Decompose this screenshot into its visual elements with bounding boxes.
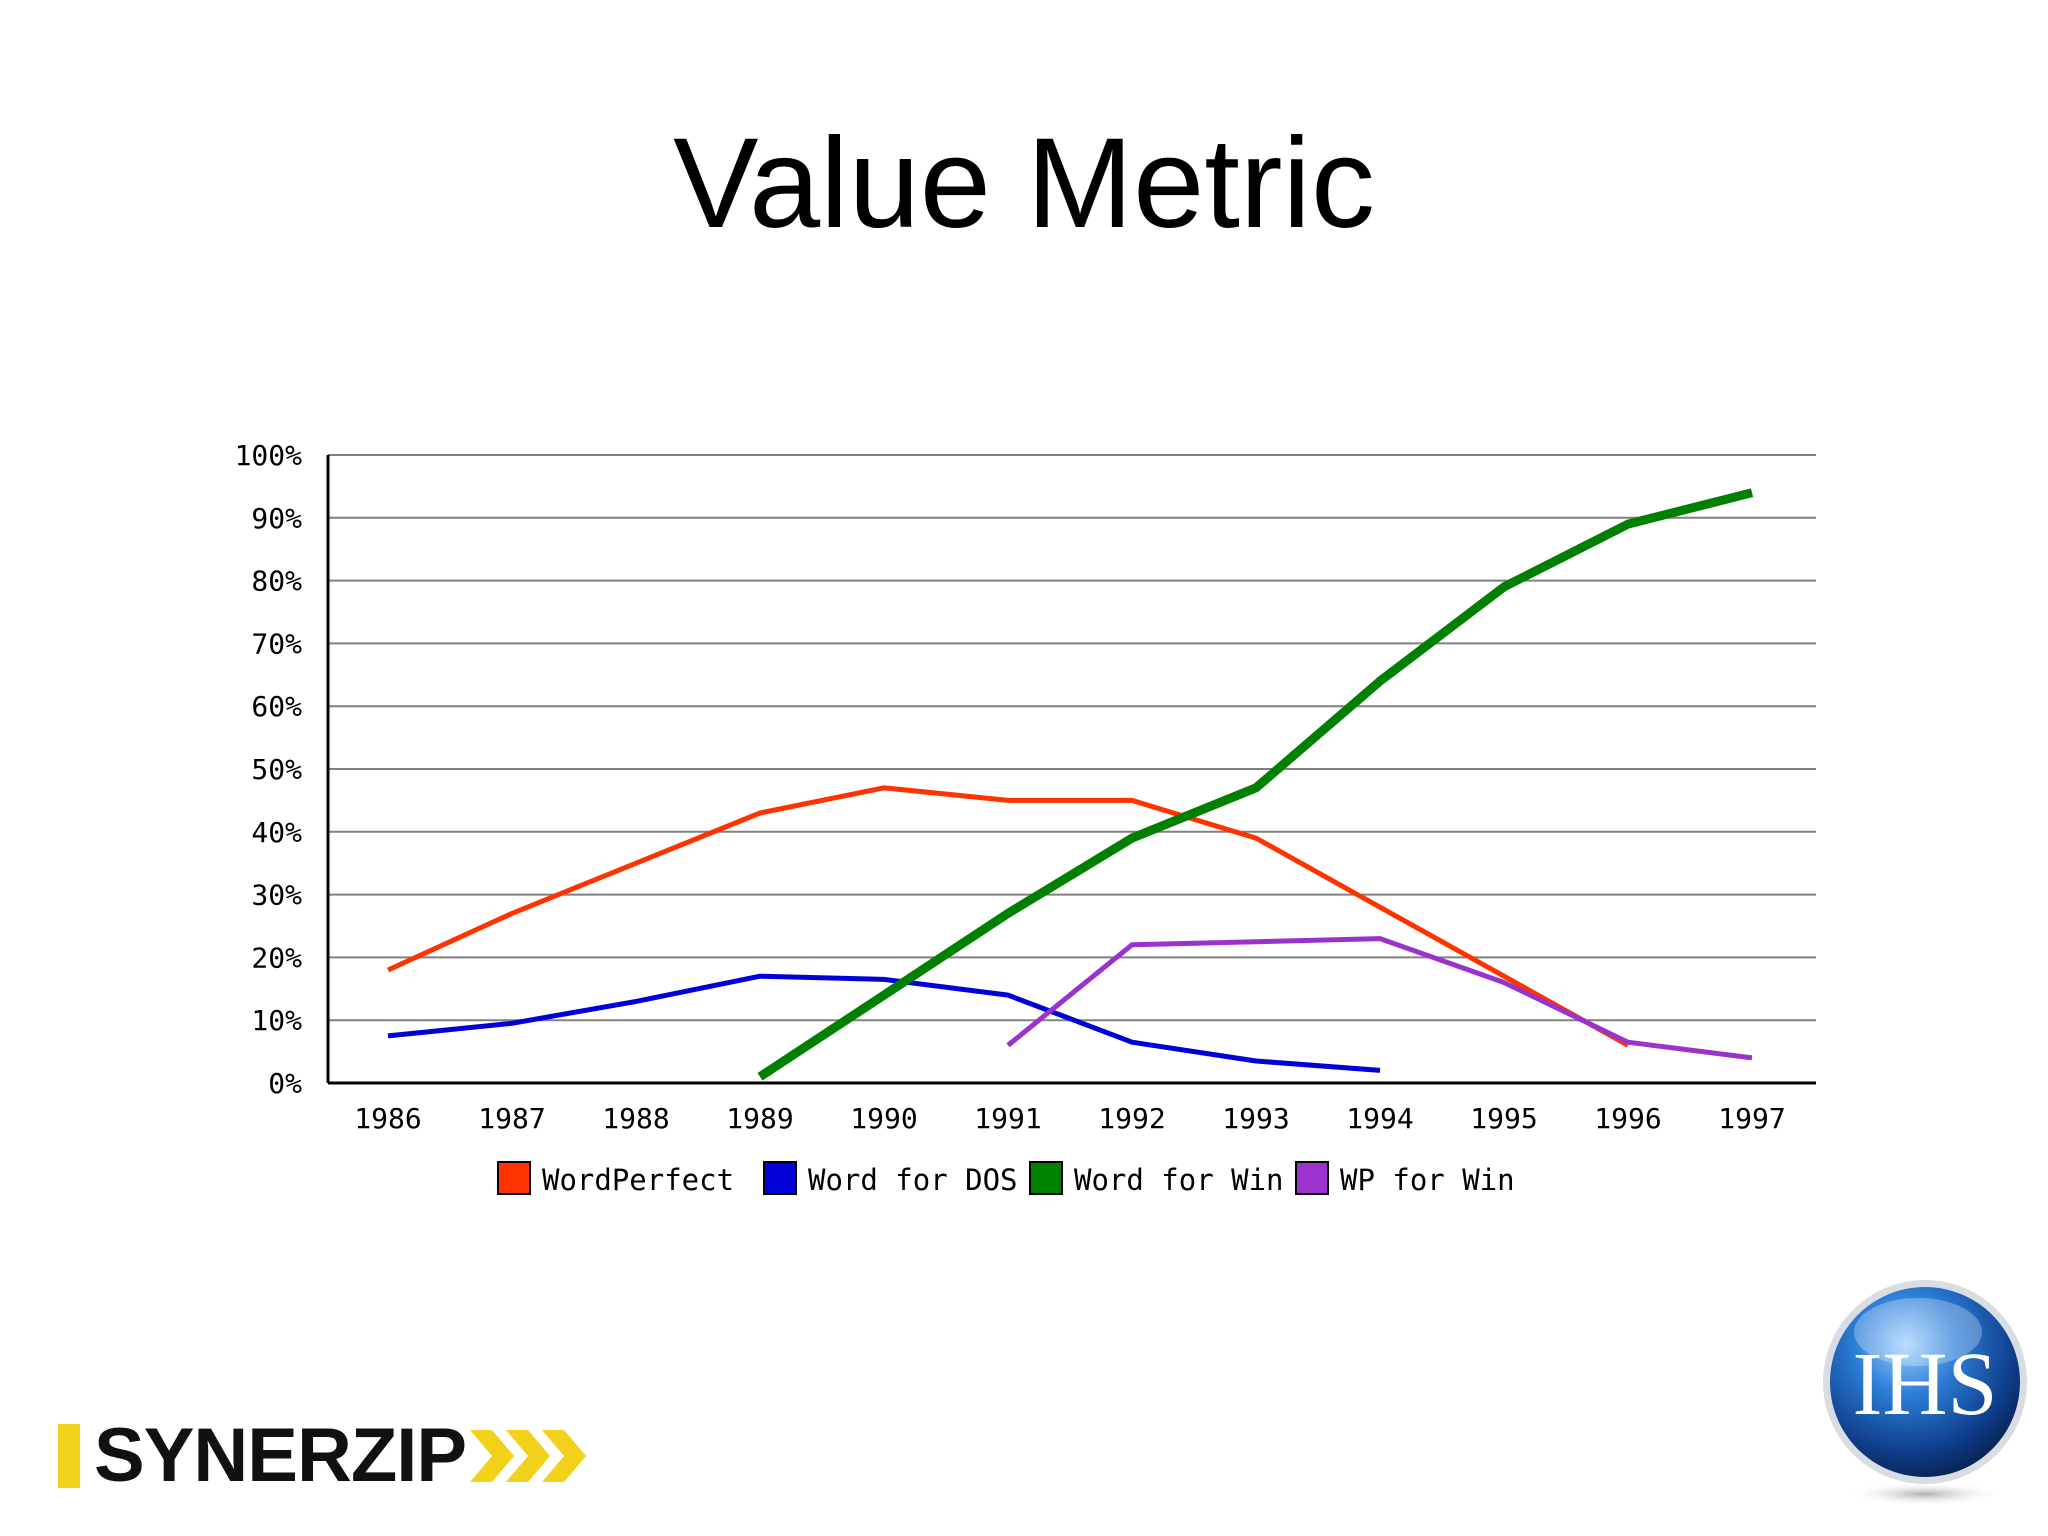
x-tick-label: 1995 bbox=[1470, 1102, 1537, 1135]
x-tick-label: 1988 bbox=[602, 1102, 669, 1135]
x-tick-label: 1996 bbox=[1594, 1102, 1661, 1135]
slide-title: Value Metric bbox=[673, 112, 1375, 255]
legend-label: Word for Win bbox=[1074, 1163, 1284, 1197]
ihs-logo-text: IHS bbox=[1852, 1335, 1997, 1434]
y-tick-label: 60% bbox=[251, 690, 302, 723]
legend-label: WP for Win bbox=[1340, 1163, 1515, 1197]
y-tick-label: 40% bbox=[251, 816, 302, 849]
chart-axes bbox=[326, 455, 1816, 1085]
y-tick-label: 80% bbox=[251, 565, 302, 598]
chart-legend: WordPerfect Word for DOS Word for Win WP fo… bbox=[497, 1161, 1515, 1197]
series-line-wordperfect bbox=[386, 785, 1630, 1048]
y-tick-label: 90% bbox=[251, 502, 302, 535]
x-tick-label: 1987 bbox=[478, 1102, 545, 1135]
y-tick-label: 20% bbox=[251, 941, 302, 974]
legend-swatch bbox=[1295, 1161, 1329, 1195]
x-tick-label: 1991 bbox=[974, 1102, 1041, 1135]
y-tick-label: 70% bbox=[251, 627, 302, 660]
y-axis-ticks: 0% 10% 20% 30% 40% 50% 60% 70% 80% 90% 100% bbox=[235, 439, 303, 1100]
legend-swatch bbox=[497, 1161, 531, 1195]
x-tick-label: 1990 bbox=[850, 1102, 917, 1135]
x-axis-ticks: 1986 1987 1988 1989 1990 1991 1992 1993 1994 1995… bbox=[354, 1102, 1785, 1135]
x-tick-label: 1992 bbox=[1098, 1102, 1165, 1135]
synerzip-bar-icon bbox=[58, 1424, 80, 1488]
legend-swatch bbox=[1029, 1161, 1063, 1195]
synerzip-logo: SYNERZIP bbox=[58, 1413, 590, 1498]
series-line-wp-for-win bbox=[1006, 936, 1753, 1061]
legend-label: Word for DOS bbox=[808, 1163, 1018, 1197]
grid-lines bbox=[328, 454, 1816, 1022]
x-tick-label: 1986 bbox=[354, 1102, 421, 1135]
legend-label: WordPerfect bbox=[542, 1163, 734, 1197]
chevron-arrows-icon bbox=[470, 1430, 587, 1482]
x-tick-label: 1997 bbox=[1718, 1102, 1785, 1135]
x-tick-label: 1993 bbox=[1222, 1102, 1289, 1135]
synerzip-logo-text: SYNERZIP bbox=[94, 1413, 467, 1498]
series-line-word-for-win bbox=[757, 488, 1754, 1081]
y-tick-label: 10% bbox=[251, 1004, 302, 1037]
y-tick-label: 30% bbox=[251, 879, 302, 912]
data-series bbox=[386, 488, 1754, 1081]
series-line-word-for-dos bbox=[387, 973, 1381, 1073]
x-tick-label: 1989 bbox=[726, 1102, 793, 1135]
ihs-logo: IHS bbox=[1823, 1280, 2027, 1506]
x-tick-label: 1994 bbox=[1346, 1102, 1413, 1135]
legend-swatch bbox=[763, 1161, 797, 1195]
y-tick-label: 50% bbox=[251, 753, 302, 786]
y-tick-label: 0% bbox=[268, 1067, 302, 1100]
y-tick-label: 100% bbox=[235, 439, 303, 472]
